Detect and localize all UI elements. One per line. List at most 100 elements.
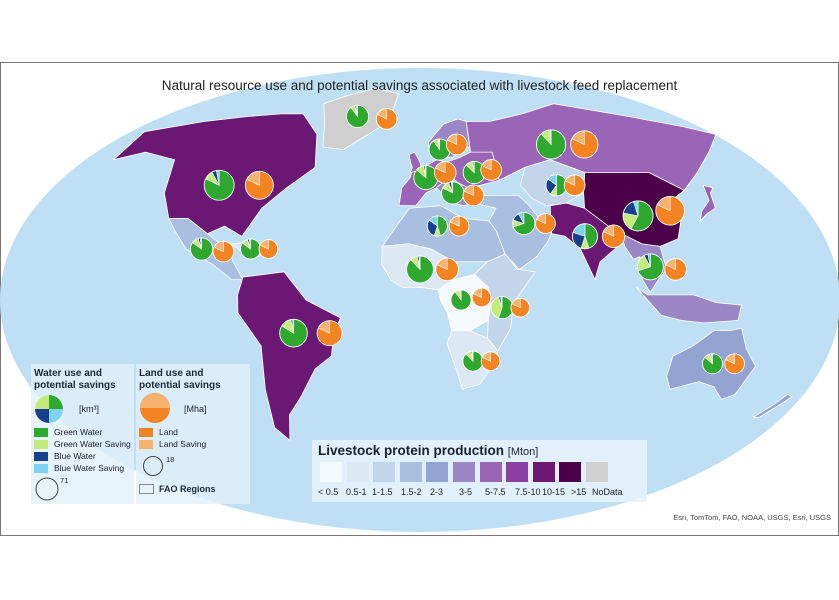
land-pie-central-america[interactable] [212, 240, 235, 263]
pie-outline [212, 240, 235, 263]
pie-outline [480, 159, 502, 181]
land-pie-western-africa[interactable] [435, 257, 459, 282]
water-legend-label: Green Water Saving [54, 439, 131, 449]
map-credits: Esri, TomTom, FAO, NOAA, USGS, Esri, USG… [673, 513, 831, 522]
region-new-zealand[interactable] [752, 394, 793, 418]
water-legend: Water use and potential savings [km³] Gr… [31, 364, 134, 504]
water-pie-western-europe[interactable] [413, 165, 439, 191]
water-size-label: 71 [60, 476, 69, 485]
region-western-asia[interactable] [473, 195, 552, 270]
pie-outline [636, 253, 664, 281]
land-legend-item: Land Saving [139, 438, 239, 450]
water-pie-east-asia[interactable] [622, 200, 654, 232]
production-legend-title-text: Livestock protein production [318, 443, 505, 458]
pie-outline [448, 215, 470, 237]
water-pie-eastern-africa[interactable] [490, 296, 514, 320]
water-pie-russian-federation[interactable] [536, 129, 567, 160]
pie-outline [601, 224, 626, 248]
land-pie-east-asia[interactable] [655, 196, 685, 226]
pie-outline [702, 353, 724, 375]
production-class-swatch [320, 462, 342, 482]
water-pie-central-asia[interactable] [545, 174, 568, 197]
land-pie-greenland[interactable] [375, 108, 398, 130]
water-pie-western-asia[interactable] [512, 211, 536, 236]
land-pie-russian-federation[interactable] [570, 130, 599, 159]
pie-outline [316, 320, 343, 347]
water-legend-swatch [34, 439, 48, 449]
production-class-label: >15 [571, 487, 587, 497]
water-pie-south-asia[interactable] [572, 223, 598, 250]
water-pie-oceania[interactable] [702, 353, 724, 375]
production-class-label: 2-3 [430, 487, 444, 497]
water-pie-south-america[interactable] [279, 318, 308, 348]
land-pie-southeast-asia[interactable] [664, 258, 687, 281]
land-pie-caribbean[interactable] [258, 239, 279, 259]
water-pie-greenland[interactable] [346, 104, 370, 128]
land-size-circle [143, 456, 163, 476]
land-pie-central-africa[interactable] [471, 287, 492, 308]
production-class-swatch [506, 462, 529, 482]
region-indonesia[interactable] [635, 286, 742, 324]
land-pie-western-asia[interactable] [535, 213, 556, 234]
production-class-swatch [426, 462, 449, 482]
water-pie-southeast-asia[interactable] [636, 253, 664, 281]
land-pie-northern-europe[interactable] [445, 133, 468, 156]
water-pie-southern-europe[interactable] [441, 181, 465, 205]
pie-outline [203, 169, 235, 201]
production-class-swatch [586, 462, 608, 482]
land-pie-southern-europe[interactable] [462, 184, 485, 207]
pie-outline [536, 129, 567, 160]
production-class-label: NoData [592, 487, 623, 497]
pie-outline [190, 237, 214, 261]
water-pie-central-america[interactable] [190, 237, 214, 261]
water-legend-item: Blue Water [34, 450, 134, 462]
water-pie-western-africa[interactable] [406, 255, 434, 284]
production-class-swatch [399, 462, 422, 482]
land-legend-pie-icon [140, 393, 170, 423]
water-pie-layer [190, 104, 724, 375]
water-pie-north-america[interactable] [203, 169, 235, 201]
water-pie-north-africa[interactable] [426, 215, 448, 237]
water-legend-item: Green Water Saving [34, 438, 134, 450]
water-size-circle [35, 477, 59, 501]
land-pie-southern-africa[interactable] [480, 351, 501, 371]
pie-outline [279, 318, 308, 348]
water-legend-label: Blue Water [54, 451, 96, 461]
water-legend-swatch [34, 427, 48, 437]
production-class-label: 1.5-2 [401, 487, 422, 497]
region-south-america[interactable] [237, 271, 341, 441]
pie-outline [480, 351, 501, 371]
production-class-label: 1-1.5 [372, 487, 393, 497]
water-legend-unit: [km³] [79, 404, 99, 414]
production-class-swatch [559, 462, 582, 482]
water-legend-item: Blue Water Saving [34, 462, 134, 474]
water-legend-swatch [34, 451, 48, 461]
land-legend-unit: [Mha] [184, 404, 207, 414]
pie-outline [406, 255, 434, 284]
water-pie-southern-africa[interactable] [462, 350, 484, 372]
water-pie-central-africa[interactable] [450, 289, 472, 311]
production-class-label: 7.5-10 [515, 487, 541, 497]
fao-regions-legend: FAO Regions [139, 484, 216, 494]
region-japan[interactable] [699, 184, 716, 222]
pie-outline [426, 215, 448, 237]
land-pie-north-africa[interactable] [448, 215, 470, 237]
production-legend: Livestock protein production [Mton] < 0.… [312, 440, 647, 502]
land-pie-central-asia[interactable] [563, 174, 586, 197]
land-pie-eastern-africa[interactable] [510, 297, 531, 318]
water-pie-caribbean[interactable] [240, 238, 262, 260]
land-legend-swatch [139, 427, 153, 437]
land-pie-south-asia[interactable] [601, 224, 626, 248]
map-title: Natural resource use and potential savin… [161, 78, 678, 93]
land-pie-western-europe[interactable] [433, 161, 457, 184]
production-class-swatch [532, 462, 555, 482]
pie-outline [435, 257, 459, 282]
pie-outline [450, 289, 472, 311]
water-pie-northern-europe[interactable] [428, 138, 451, 161]
pie-outline [244, 170, 274, 200]
land-pie-south-america[interactable] [316, 320, 343, 347]
land-pie-eastern-europe[interactable] [480, 159, 502, 181]
land-pie-oceania[interactable] [724, 353, 745, 375]
land-pie-north-america[interactable] [244, 170, 274, 200]
land-legend: Land use and potential savings [Mha] Lan… [136, 364, 250, 504]
